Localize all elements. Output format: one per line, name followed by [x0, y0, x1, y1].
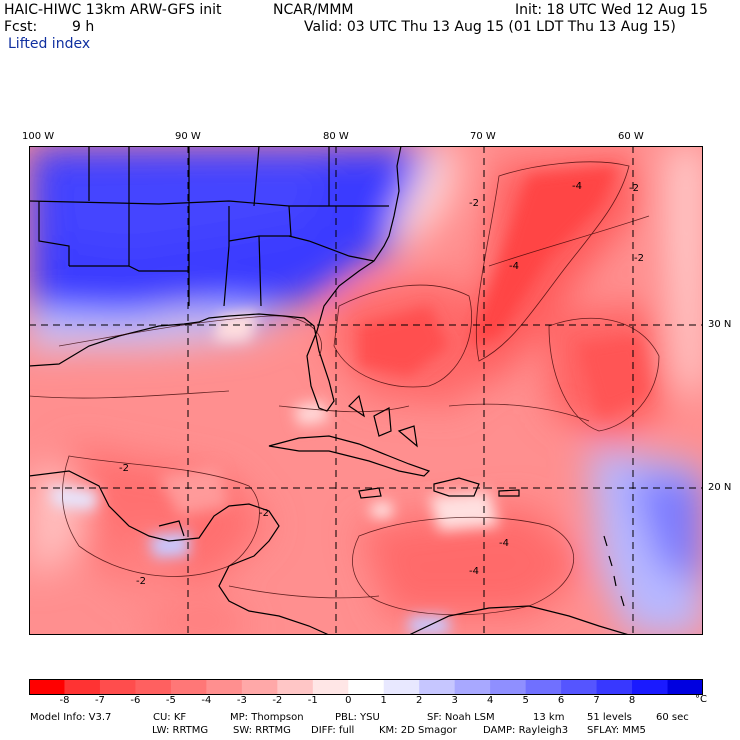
- colorbar-label: -7: [94, 695, 105, 706]
- model-info-sw: SW: RRTMG: [233, 725, 291, 736]
- model-info-sflay: SFLAY: MM5: [587, 725, 646, 736]
- colorbar-label: -4: [201, 695, 212, 706]
- colorbar-swatch: [170, 679, 207, 695]
- lifted-index-map: -4 -2 -4 -2 -2 -4 -2 -2 -4 -2: [29, 146, 703, 635]
- colorbar-label: 7: [593, 695, 600, 706]
- init-time: Init: 18 UTC Wed 12 Aug 15: [515, 2, 708, 18]
- contour-label: -4: [499, 538, 509, 549]
- colorbar-swatch: [99, 679, 136, 695]
- model-info-levels: 51 levels: [587, 712, 632, 723]
- fcst-label: Fcst:: [4, 19, 38, 35]
- lon-label-60w: 60 W: [618, 131, 644, 142]
- colorbar-swatch: [348, 679, 385, 695]
- model-info-damp: DAMP: Rayleigh3: [483, 725, 569, 736]
- colorbar-label: -2: [272, 695, 283, 706]
- colorbar-label: -3: [236, 695, 247, 706]
- colorbar-label: -8: [59, 695, 70, 706]
- colorbar: [29, 679, 703, 695]
- colorbar-swatch: [419, 679, 456, 695]
- lat-lon-grid: [29, 146, 703, 635]
- org-label: NCAR/MMM: [273, 2, 354, 18]
- model-info-km: KM: 2D Smagor: [379, 725, 457, 736]
- colorbar-swatch: [312, 679, 349, 695]
- lon-label-90w: 90 W: [175, 131, 201, 142]
- colorbar-label: -5: [165, 695, 176, 706]
- contour-label: -4: [509, 261, 519, 272]
- model-info-timestep: 60 sec: [656, 712, 689, 723]
- contour-label: -2: [634, 253, 644, 264]
- fcst-value: 9 h: [72, 19, 95, 35]
- colorbar-swatch: [29, 679, 65, 695]
- model-info-lw: LW: RRTMG: [152, 725, 209, 736]
- colorbar-label: -6: [130, 695, 141, 706]
- lat-label-30n: 30 N: [708, 319, 732, 330]
- colorbar-swatch: [383, 679, 420, 695]
- colorbar-swatch: [64, 679, 101, 695]
- colorbar-swatch: [454, 679, 491, 695]
- model-info-cu: CU: KF: [153, 712, 187, 723]
- colorbar-unit: °C: [695, 694, 707, 705]
- contours: [29, 161, 660, 616]
- model-info-sf: SF: Noah LSM: [427, 712, 495, 723]
- contour-label: -2: [259, 508, 269, 519]
- colorbar-swatch: [277, 679, 314, 695]
- colorbar-label: 2: [416, 695, 423, 706]
- shaded-field: [29, 146, 703, 635]
- colorbar-swatch: [596, 679, 633, 695]
- colorbar-label: 3: [451, 695, 458, 706]
- contour-label: -2: [629, 183, 639, 194]
- colorbar-swatch: [241, 679, 278, 695]
- colorbar-swatch: [490, 679, 527, 695]
- map-frame: [29, 146, 703, 635]
- contour-label: -4: [572, 181, 582, 192]
- lon-label-100w: 100 W: [22, 131, 55, 142]
- lat-label-20n: 20 N: [708, 482, 732, 493]
- colorbar-swatch: [667, 679, 703, 695]
- model-info-mp: MP: Thompson: [230, 712, 304, 723]
- colorbar-swatch: [525, 679, 562, 695]
- model-info-res: 13 km: [533, 712, 565, 723]
- colorbar-label: 8: [628, 695, 636, 706]
- model-info-version: Model Info: V3.7: [30, 712, 112, 723]
- colorbar-label: 6: [557, 695, 565, 706]
- model-title: HAIC-HIWC 13km ARW-GFS init: [4, 2, 222, 18]
- contour-label: -2: [136, 576, 146, 587]
- colorbar-label: -1: [307, 695, 318, 706]
- colorbar-label: 5: [522, 695, 529, 706]
- contour-label: -4: [469, 566, 479, 577]
- field-name: Lifted index: [8, 36, 91, 52]
- model-info-diff: DIFF: full: [311, 725, 355, 736]
- lon-label-80w: 80 W: [323, 131, 349, 142]
- colorbar-label: 1: [380, 695, 387, 706]
- colorbar-swatch: [135, 679, 172, 695]
- colorbar-label: 4: [486, 695, 494, 706]
- contour-label: -2: [119, 463, 129, 474]
- lon-label-70w: 70 W: [470, 131, 496, 142]
- model-info-pbl: PBL: YSU: [335, 712, 380, 723]
- valid-time: Valid: 03 UTC Thu 13 Aug 15 (01 LDT Thu …: [304, 19, 676, 35]
- contour-labels: -4 -2 -4 -2 -2 -4 -2 -2 -4 -2: [119, 181, 644, 587]
- colorbar-swatch: [561, 679, 598, 695]
- colorbar-swatch: [632, 679, 669, 695]
- contour-label: -2: [469, 198, 479, 209]
- colorbar-swatch: [206, 679, 243, 695]
- colorbar-label: 0: [345, 695, 352, 706]
